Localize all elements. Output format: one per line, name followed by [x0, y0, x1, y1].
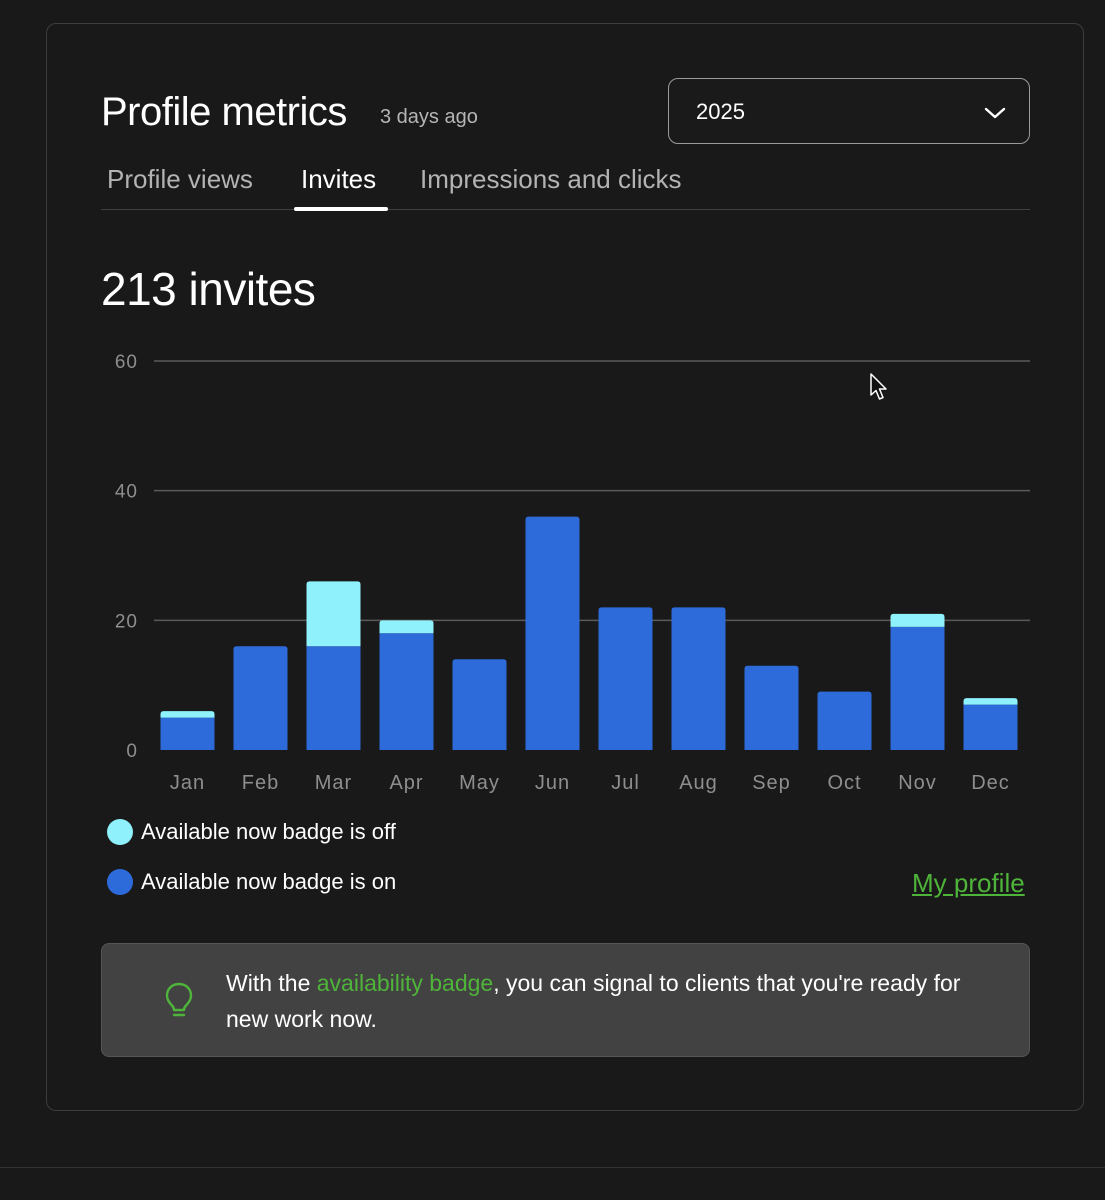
- tip-text-suffix: , you can signal to clients that you're …: [226, 970, 961, 1032]
- bar-may-badge-on[interactable]: [452, 659, 507, 750]
- x-tick-label: Oct: [827, 772, 861, 794]
- y-tick-label: 20: [115, 611, 138, 632]
- x-tick-label: Sep: [752, 772, 791, 794]
- x-tick-label: Nov: [898, 772, 937, 794]
- bar-jan-badge-off[interactable]: [160, 711, 215, 718]
- bar-sep-badge-on[interactable]: [744, 665, 799, 750]
- x-tick-label: Jan: [170, 772, 205, 794]
- bar-jan-badge-on[interactable]: [160, 717, 215, 750]
- page-divider: [0, 1167, 1105, 1168]
- bar-dec-badge-off[interactable]: [963, 698, 1018, 705]
- page-title: Profile metrics: [101, 90, 347, 134]
- y-tick-label: 60: [115, 352, 138, 373]
- x-tick-label: Aug: [679, 772, 718, 794]
- tab-invites[interactable]: Invites: [301, 164, 377, 194]
- y-tick-label: 0: [126, 741, 138, 762]
- x-tick-label: Apr: [389, 772, 423, 794]
- bar-nov-badge-on[interactable]: [890, 626, 945, 750]
- invites-total: 213 invites: [101, 263, 316, 315]
- tab-impressions-and-clicks[interactable]: Impressions and clicks: [420, 164, 682, 194]
- mouse-pointer-icon: [870, 373, 887, 400]
- bar-aug-badge-on[interactable]: [671, 607, 726, 750]
- bar-mar-badge-off[interactable]: [306, 581, 361, 647]
- bar-apr-badge-off[interactable]: [379, 620, 434, 634]
- y-tick-label: 40: [115, 482, 138, 503]
- tab-profile-views[interactable]: Profile views: [107, 164, 253, 194]
- bar-apr-badge-on[interactable]: [379, 633, 434, 750]
- legend-swatch-badge-on: [107, 869, 133, 895]
- bar-dec-badge-on[interactable]: [963, 704, 1018, 750]
- active-tab-indicator: [294, 207, 388, 211]
- year-select[interactable]: 2025: [668, 78, 1030, 144]
- tip-text-prefix: With the: [226, 970, 317, 996]
- bar-jun-badge-on[interactable]: [525, 516, 580, 750]
- legend-label-badge-off: Available now badge is off: [141, 819, 396, 844]
- legend-item-badge-off: Available now badge is off: [107, 819, 396, 845]
- x-tick-label: Jul: [611, 772, 640, 794]
- legend-label-badge-on: Available now badge is on: [141, 869, 397, 894]
- invites-bar-chart: 0 20 40 60 Jan Feb Mar Apr May Jun Jul Aug Sep Oct Nov…: [115, 352, 1030, 794]
- my-profile-link[interactable]: My profile: [912, 868, 1025, 898]
- updated-timestamp: 3 days ago: [380, 106, 478, 128]
- bar-nov-badge-off[interactable]: [890, 613, 945, 627]
- legend-swatch-badge-off: [107, 819, 133, 845]
- year-select-value: 2025: [696, 99, 745, 124]
- bar-feb-badge-on[interactable]: [233, 646, 288, 750]
- availability-tip: With the availability badge, you can sig…: [101, 943, 1030, 1057]
- metrics-tabs: Profile views Invites Impressions and cl…: [101, 160, 1030, 210]
- lightbulb-icon: [165, 982, 193, 1017]
- x-tick-label: Mar: [315, 772, 352, 794]
- bar-oct-badge-on[interactable]: [817, 691, 872, 750]
- x-tick-label: Jun: [535, 772, 570, 794]
- chevron-down-icon: [984, 107, 1006, 119]
- bar-mar-badge-on[interactable]: [306, 646, 361, 750]
- x-tick-label: May: [459, 772, 500, 794]
- tip-text: With the availability badge, you can sig…: [226, 965, 986, 1037]
- legend-item-badge-on: Available now badge is on: [107, 869, 396, 895]
- x-tick-label: Dec: [971, 772, 1010, 794]
- bar-jul-badge-on[interactable]: [598, 607, 653, 750]
- x-tick-label: Feb: [242, 772, 279, 794]
- availability-badge-link[interactable]: availability badge: [316, 970, 494, 996]
